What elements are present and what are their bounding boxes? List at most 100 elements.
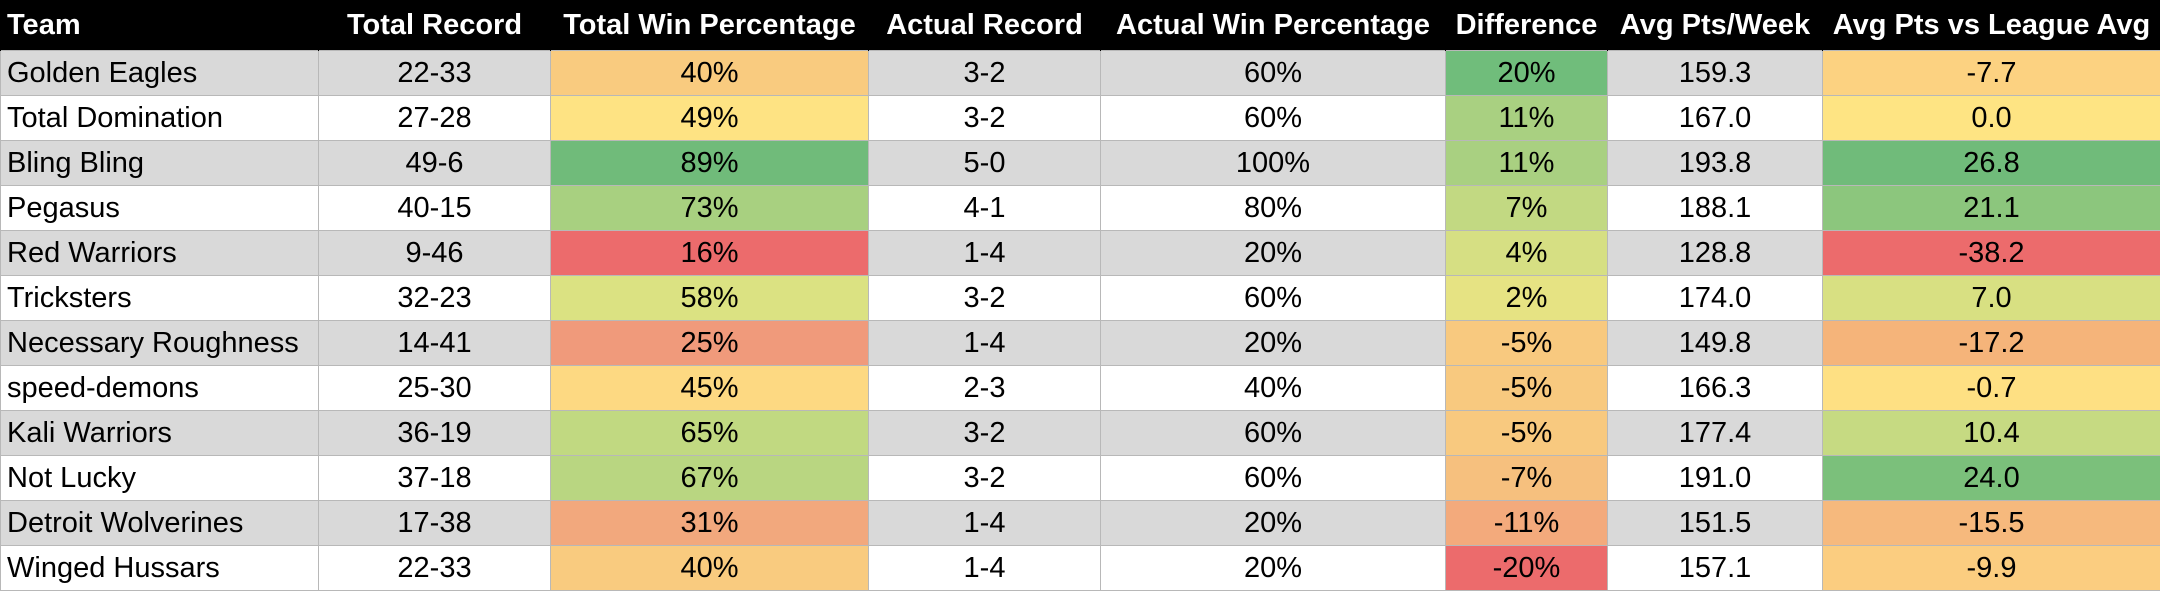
actual-record-cell[interactable]: 3-2 xyxy=(869,456,1101,501)
actual-record-cell[interactable]: 3-2 xyxy=(869,96,1101,141)
difference-cell[interactable]: 7% xyxy=(1446,186,1608,231)
header-team[interactable]: Team xyxy=(1,0,319,51)
actual-record-cell[interactable]: 1-4 xyxy=(869,321,1101,366)
team-cell[interactable]: Pegasus xyxy=(1,186,319,231)
total-win-pct-cell[interactable]: 65% xyxy=(551,411,869,456)
avg-pts-cell[interactable]: 193.8 xyxy=(1608,141,1823,186)
avg-pts-cell[interactable]: 166.3 xyxy=(1608,366,1823,411)
difference-cell[interactable]: -7% xyxy=(1446,456,1608,501)
difference-cell[interactable]: -20% xyxy=(1446,546,1608,591)
actual-win-pct-cell[interactable]: 60% xyxy=(1101,276,1446,321)
total-record-cell[interactable]: 27-28 xyxy=(319,96,551,141)
difference-cell[interactable]: -5% xyxy=(1446,321,1608,366)
difference-cell[interactable]: -5% xyxy=(1446,366,1608,411)
actual-win-pct-cell[interactable]: 60% xyxy=(1101,456,1446,501)
team-cell[interactable]: Total Domination xyxy=(1,96,319,141)
header-actual-record[interactable]: Actual Record xyxy=(869,0,1101,51)
team-cell[interactable]: Golden Eagles xyxy=(1,51,319,96)
team-cell[interactable]: Necessary Roughness xyxy=(1,321,319,366)
team-cell[interactable]: Not Lucky xyxy=(1,456,319,501)
actual-record-cell[interactable]: 3-2 xyxy=(869,411,1101,456)
actual-win-pct-cell[interactable]: 100% xyxy=(1101,141,1446,186)
actual-win-pct-cell[interactable]: 20% xyxy=(1101,501,1446,546)
header-total-record[interactable]: Total Record xyxy=(319,0,551,51)
difference-cell[interactable]: -11% xyxy=(1446,501,1608,546)
avg-pts-cell[interactable]: 177.4 xyxy=(1608,411,1823,456)
actual-win-pct-cell[interactable]: 80% xyxy=(1101,186,1446,231)
actual-record-cell[interactable]: 3-2 xyxy=(869,276,1101,321)
header-actual-win-percentage[interactable]: Actual Win Percentage xyxy=(1101,0,1446,51)
difference-cell[interactable]: 20% xyxy=(1446,51,1608,96)
vs-league-cell[interactable]: 24.0 xyxy=(1823,456,2160,501)
actual-record-cell[interactable]: 3-2 xyxy=(869,51,1101,96)
total-record-cell[interactable]: 25-30 xyxy=(319,366,551,411)
actual-win-pct-cell[interactable]: 40% xyxy=(1101,366,1446,411)
total-win-pct-cell[interactable]: 49% xyxy=(551,96,869,141)
total-record-cell[interactable]: 17-38 xyxy=(319,501,551,546)
team-cell[interactable]: Tricksters xyxy=(1,276,319,321)
total-record-cell[interactable]: 36-19 xyxy=(319,411,551,456)
team-cell[interactable]: Bling Bling xyxy=(1,141,319,186)
actual-win-pct-cell[interactable]: 20% xyxy=(1101,546,1446,591)
avg-pts-cell[interactable]: 159.3 xyxy=(1608,51,1823,96)
total-record-cell[interactable]: 40-15 xyxy=(319,186,551,231)
difference-cell[interactable]: 2% xyxy=(1446,276,1608,321)
actual-win-pct-cell[interactable]: 20% xyxy=(1101,231,1446,276)
vs-league-cell[interactable]: -0.7 xyxy=(1823,366,2160,411)
header-avg-pts-vs-league-avg[interactable]: Avg Pts vs League Avg xyxy=(1823,0,2160,51)
avg-pts-cell[interactable]: 167.0 xyxy=(1608,96,1823,141)
vs-league-cell[interactable]: -9.9 xyxy=(1823,546,2160,591)
vs-league-cell[interactable]: -7.7 xyxy=(1823,51,2160,96)
difference-cell[interactable]: -5% xyxy=(1446,411,1608,456)
total-win-pct-cell[interactable]: 16% xyxy=(551,231,869,276)
avg-pts-cell[interactable]: 188.1 xyxy=(1608,186,1823,231)
actual-record-cell[interactable]: 1-4 xyxy=(869,501,1101,546)
total-win-pct-cell[interactable]: 89% xyxy=(551,141,869,186)
vs-league-cell[interactable]: -17.2 xyxy=(1823,321,2160,366)
actual-record-cell[interactable]: 1-4 xyxy=(869,231,1101,276)
actual-win-pct-cell[interactable]: 60% xyxy=(1101,51,1446,96)
avg-pts-cell[interactable]: 157.1 xyxy=(1608,546,1823,591)
total-record-cell[interactable]: 32-23 xyxy=(319,276,551,321)
total-record-cell[interactable]: 22-33 xyxy=(319,546,551,591)
team-cell[interactable]: speed-demons xyxy=(1,366,319,411)
actual-record-cell[interactable]: 2-3 xyxy=(869,366,1101,411)
avg-pts-cell[interactable]: 149.8 xyxy=(1608,321,1823,366)
total-win-pct-cell[interactable]: 45% xyxy=(551,366,869,411)
vs-league-cell[interactable]: 0.0 xyxy=(1823,96,2160,141)
vs-league-cell[interactable]: 7.0 xyxy=(1823,276,2160,321)
team-cell[interactable]: Red Warriors xyxy=(1,231,319,276)
actual-record-cell[interactable]: 1-4 xyxy=(869,546,1101,591)
avg-pts-cell[interactable]: 151.5 xyxy=(1608,501,1823,546)
total-win-pct-cell[interactable]: 40% xyxy=(551,546,869,591)
total-record-cell[interactable]: 37-18 xyxy=(319,456,551,501)
total-record-cell[interactable]: 49-6 xyxy=(319,141,551,186)
difference-cell[interactable]: 4% xyxy=(1446,231,1608,276)
difference-cell[interactable]: 11% xyxy=(1446,96,1608,141)
header-total-win-percentage[interactable]: Total Win Percentage xyxy=(551,0,869,51)
difference-cell[interactable]: 11% xyxy=(1446,141,1608,186)
total-win-pct-cell[interactable]: 31% xyxy=(551,501,869,546)
vs-league-cell[interactable]: -15.5 xyxy=(1823,501,2160,546)
avg-pts-cell[interactable]: 128.8 xyxy=(1608,231,1823,276)
total-record-cell[interactable]: 22-33 xyxy=(319,51,551,96)
header-avg-pts-week[interactable]: Avg Pts/Week xyxy=(1608,0,1823,51)
avg-pts-cell[interactable]: 191.0 xyxy=(1608,456,1823,501)
actual-record-cell[interactable]: 4-1 xyxy=(869,186,1101,231)
actual-win-pct-cell[interactable]: 60% xyxy=(1101,411,1446,456)
avg-pts-cell[interactable]: 174.0 xyxy=(1608,276,1823,321)
team-cell[interactable]: Kali Warriors xyxy=(1,411,319,456)
total-win-pct-cell[interactable]: 67% xyxy=(551,456,869,501)
vs-league-cell[interactable]: 21.1 xyxy=(1823,186,2160,231)
actual-win-pct-cell[interactable]: 60% xyxy=(1101,96,1446,141)
actual-record-cell[interactable]: 5-0 xyxy=(869,141,1101,186)
total-record-cell[interactable]: 9-46 xyxy=(319,231,551,276)
total-win-pct-cell[interactable]: 40% xyxy=(551,51,869,96)
total-record-cell[interactable]: 14-41 xyxy=(319,321,551,366)
vs-league-cell[interactable]: 26.8 xyxy=(1823,141,2160,186)
total-win-pct-cell[interactable]: 73% xyxy=(551,186,869,231)
team-cell[interactable]: Winged Hussars xyxy=(1,546,319,591)
total-win-pct-cell[interactable]: 25% xyxy=(551,321,869,366)
total-win-pct-cell[interactable]: 58% xyxy=(551,276,869,321)
vs-league-cell[interactable]: 10.4 xyxy=(1823,411,2160,456)
